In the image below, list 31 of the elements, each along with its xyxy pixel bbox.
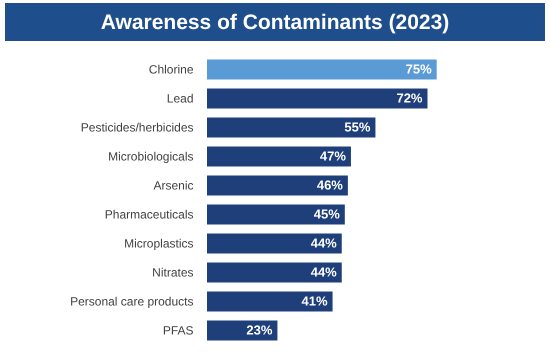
bar: [207, 320, 278, 340]
data-label: 23%: [246, 322, 273, 338]
bar: [207, 234, 342, 254]
y-tick-label: Nitrates: [152, 266, 194, 280]
bar: [207, 60, 437, 80]
data-label: 55%: [344, 120, 371, 134]
bar: [207, 292, 333, 312]
y-tick-label: Pesticides/herbicides: [80, 120, 194, 134]
y-tick-label: Pharmaceuticals: [104, 208, 194, 222]
y-tick-label: Arsenic: [153, 178, 194, 192]
data-label: 44%: [310, 264, 338, 280]
data-label: 75%: [406, 62, 432, 76]
data-label: 47%: [320, 148, 346, 164]
y-tick-label: Personal care products: [70, 294, 194, 308]
chart-title: Awareness of Contaminants (2023): [100, 11, 450, 34]
data-label: 45%: [314, 206, 340, 222]
bar: [207, 262, 342, 282]
data-label: 44%: [310, 236, 338, 250]
bar: [207, 88, 428, 108]
data-label: 72%: [396, 90, 423, 106]
y-tick-label: Microplastics: [124, 236, 194, 250]
data-label: 41%: [302, 294, 328, 308]
bar: [207, 204, 345, 224]
y-tick-label: PFAS: [162, 324, 194, 338]
y-tick-label: Microbiologicals: [108, 150, 194, 164]
y-tick-label: Chlorine: [148, 62, 194, 76]
bar: [207, 118, 376, 138]
data-label: 46%: [316, 178, 344, 192]
bar: [207, 146, 351, 166]
y-tick-label: Lead: [166, 92, 194, 106]
bar: [207, 176, 348, 196]
